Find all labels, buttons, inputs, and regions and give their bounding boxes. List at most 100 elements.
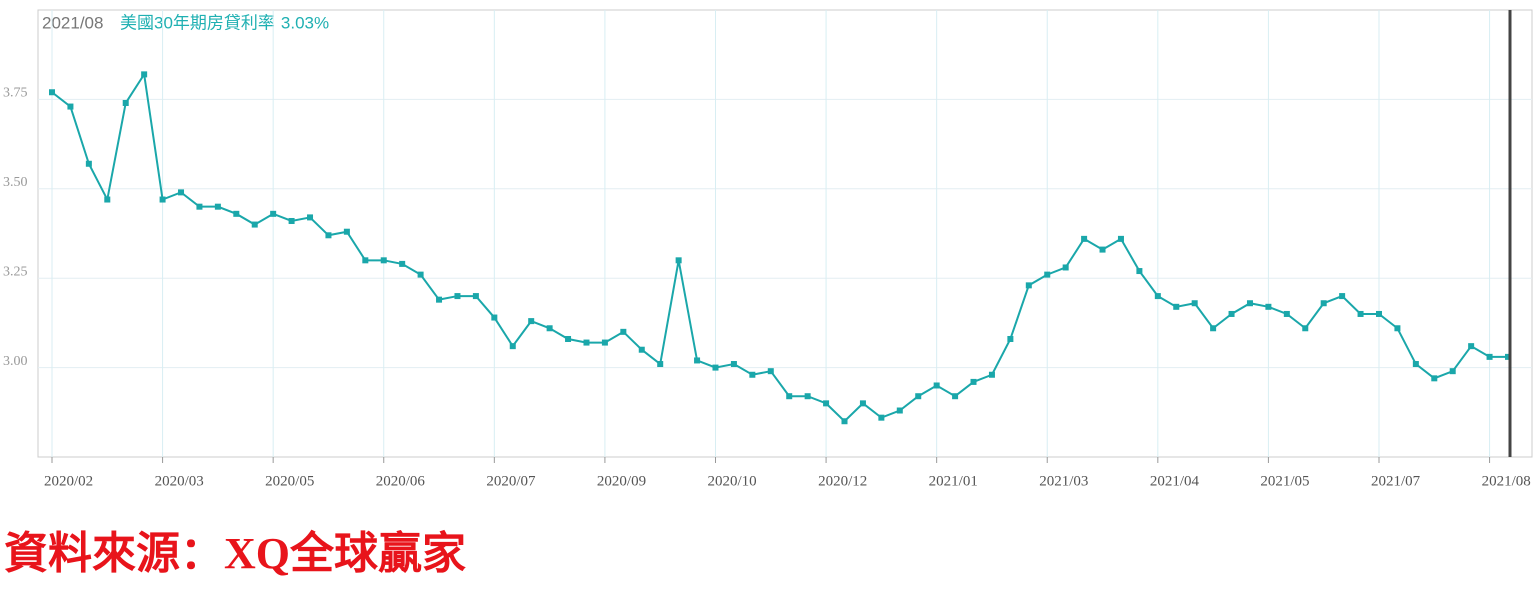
data-point bbox=[509, 343, 516, 350]
x-tick-label: 2021/03 bbox=[1039, 473, 1088, 489]
data-point bbox=[915, 393, 922, 400]
data-point bbox=[141, 71, 148, 78]
data-point bbox=[546, 325, 553, 332]
data-point bbox=[196, 203, 203, 210]
source-note: 資料來源：XQ全球贏家 bbox=[4, 528, 466, 578]
cursor-value: 3.03% bbox=[281, 13, 329, 32]
data-point bbox=[1154, 293, 1161, 300]
data-point bbox=[417, 271, 424, 278]
data-point bbox=[952, 393, 959, 400]
data-point bbox=[122, 99, 129, 106]
data-point bbox=[104, 196, 111, 203]
data-point bbox=[1431, 375, 1438, 382]
data-point bbox=[67, 103, 74, 110]
x-tick-label: 2020/03 bbox=[155, 473, 204, 489]
data-point bbox=[823, 400, 830, 407]
data-point bbox=[1173, 303, 1180, 310]
data-point bbox=[1191, 300, 1198, 307]
data-point bbox=[288, 217, 295, 224]
data-point bbox=[675, 257, 682, 264]
x-tick-label: 2021/07 bbox=[1371, 473, 1421, 489]
data-point bbox=[178, 189, 185, 196]
data-point bbox=[454, 293, 461, 300]
data-point bbox=[1246, 300, 1253, 307]
data-point bbox=[804, 393, 811, 400]
data-point bbox=[694, 357, 701, 364]
x-tick-label: 2020/07 bbox=[486, 473, 536, 489]
data-point bbox=[1136, 268, 1143, 275]
data-point bbox=[307, 214, 314, 221]
data-point bbox=[786, 393, 793, 400]
data-point bbox=[528, 318, 535, 325]
data-point bbox=[620, 328, 627, 335]
data-point bbox=[601, 339, 608, 346]
data-point bbox=[1339, 293, 1346, 300]
data-point bbox=[657, 361, 664, 368]
x-tick-label: 2021/05 bbox=[1260, 473, 1309, 489]
data-point bbox=[1468, 343, 1475, 350]
data-point bbox=[1265, 303, 1272, 310]
data-point bbox=[1099, 246, 1106, 253]
data-point bbox=[1505, 353, 1511, 360]
data-point bbox=[1486, 353, 1493, 360]
data-point bbox=[233, 210, 240, 217]
x-tick-label: 2020/10 bbox=[707, 473, 756, 489]
y-tick-label: 3.75 bbox=[3, 86, 28, 101]
data-point bbox=[491, 314, 498, 321]
data-point bbox=[749, 371, 756, 378]
x-tick-label: 2020/06 bbox=[376, 473, 426, 489]
y-tick-label: 3.50 bbox=[3, 175, 28, 190]
data-point bbox=[1117, 235, 1124, 242]
data-point bbox=[1320, 300, 1327, 307]
data-point bbox=[49, 89, 55, 96]
data-point bbox=[1228, 310, 1235, 317]
x-tick-label: 2020/05 bbox=[265, 473, 314, 489]
data-point bbox=[859, 400, 866, 407]
data-point bbox=[380, 257, 387, 264]
data-point bbox=[1394, 325, 1401, 332]
data-point bbox=[841, 418, 848, 425]
data-point bbox=[214, 203, 221, 210]
data-point bbox=[1007, 335, 1014, 342]
data-point bbox=[1375, 310, 1382, 317]
x-tick-label: 2021/04 bbox=[1150, 473, 1200, 489]
x-tick-label: 2020/12 bbox=[818, 473, 867, 489]
data-point bbox=[159, 196, 166, 203]
plot-frame bbox=[37, 9, 1533, 458]
data-point bbox=[325, 232, 332, 239]
data-point bbox=[896, 407, 903, 414]
data-point bbox=[436, 296, 443, 303]
series-line bbox=[51, 71, 1508, 423]
data-point bbox=[85, 160, 92, 167]
data-point bbox=[343, 228, 350, 235]
x-tick-label: 2020/09 bbox=[597, 473, 646, 489]
data-point bbox=[1025, 282, 1032, 289]
data-point bbox=[565, 335, 572, 342]
y-tick-label: 3.25 bbox=[3, 264, 28, 279]
data-point bbox=[1357, 310, 1364, 317]
data-point bbox=[878, 414, 885, 421]
data-point bbox=[970, 378, 977, 385]
data-point bbox=[730, 361, 737, 368]
data-point bbox=[1283, 310, 1290, 317]
data-point bbox=[1081, 235, 1088, 242]
x-tick-label: 2020/02 bbox=[44, 473, 93, 489]
data-point bbox=[712, 364, 719, 371]
data-point bbox=[1044, 271, 1051, 278]
data-point bbox=[251, 221, 258, 228]
data-point bbox=[767, 368, 774, 375]
data-point bbox=[362, 257, 369, 264]
data-point bbox=[399, 260, 406, 267]
data-point bbox=[1449, 368, 1456, 375]
data-point bbox=[583, 339, 590, 346]
data-point bbox=[472, 293, 479, 300]
x-tick-label: 2021/01 bbox=[929, 473, 978, 489]
data-point bbox=[933, 382, 940, 389]
data-point bbox=[638, 346, 645, 353]
y-tick-label: 3.00 bbox=[3, 354, 28, 369]
data-point bbox=[270, 210, 277, 217]
data-point bbox=[988, 371, 995, 378]
data-point bbox=[1302, 325, 1309, 332]
cursor-date: 2021/08 bbox=[42, 13, 103, 32]
